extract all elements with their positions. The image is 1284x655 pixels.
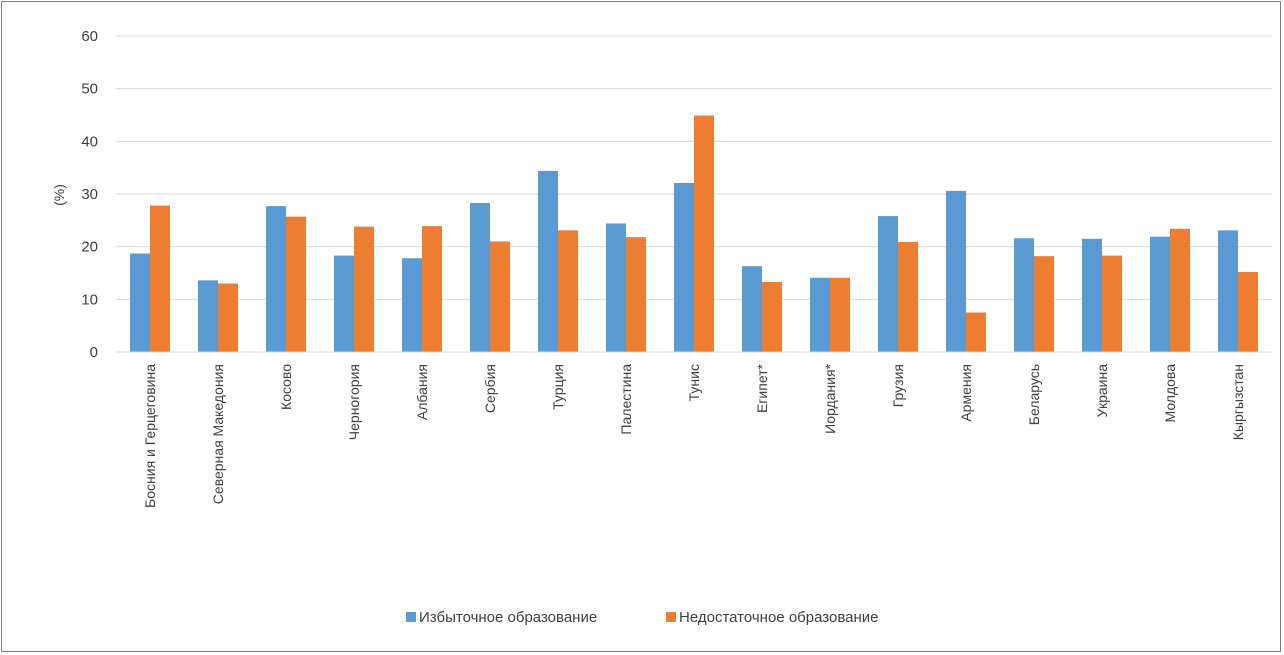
- bar-overeducation: [470, 202, 490, 352]
- x-category-label: Египет*: [754, 363, 770, 413]
- y-tick-label: 10: [81, 291, 98, 308]
- bar-undereducation: [422, 226, 442, 352]
- bar-overeducation: [674, 182, 694, 352]
- bars: [130, 115, 1258, 352]
- legend-swatch: [406, 612, 416, 622]
- bar-overeducation: [266, 206, 286, 352]
- x-category-label: Беларусь: [1026, 364, 1042, 425]
- y-tick-label: 60: [81, 28, 98, 45]
- x-category-label: Албания: [414, 364, 430, 420]
- x-category-label: Украина: [1094, 364, 1110, 418]
- bar-undereducation: [830, 277, 850, 352]
- y-tick-label: 40: [81, 133, 98, 150]
- bar-overeducation: [1014, 238, 1034, 352]
- bar-overeducation: [130, 253, 150, 352]
- gridlines: [116, 35, 1272, 300]
- bar-overeducation: [606, 223, 626, 352]
- bar-overeducation: [946, 190, 966, 352]
- bar-overeducation: [878, 216, 898, 352]
- x-category-label: Турция: [550, 364, 566, 410]
- legend: Избыточное образование Недостаточное обра…: [406, 609, 878, 626]
- legend-swatch: [666, 612, 676, 622]
- bar-undereducation: [354, 226, 374, 352]
- y-axis-label: (%): [51, 184, 67, 206]
- x-category-label: Черногория: [346, 364, 362, 440]
- bar-undereducation: [626, 237, 646, 352]
- x-category-label: Тунис: [686, 364, 702, 401]
- bar-undereducation: [966, 312, 986, 352]
- y-axis-ticks: 0 10 20 30 40 50 60: [81, 28, 98, 361]
- bar-undereducation: [1034, 256, 1054, 352]
- bar-undereducation: [1238, 271, 1258, 352]
- x-category-label: Армения: [958, 364, 974, 422]
- bar-overeducation: [538, 170, 558, 352]
- bar-undereducation: [762, 281, 782, 352]
- bar-overeducation: [198, 280, 218, 352]
- x-category-label: Северная Македония: [210, 364, 226, 504]
- bar-overeducation: [1218, 230, 1238, 352]
- bar-undereducation: [490, 241, 510, 352]
- bar-overeducation: [1082, 238, 1102, 352]
- bar-undereducation: [218, 283, 238, 352]
- bar-overeducation: [810, 277, 830, 352]
- bar-undereducation: [694, 115, 714, 352]
- x-category-label: Косово: [278, 364, 294, 410]
- x-category-label: Молдова: [1162, 364, 1178, 423]
- legend-label: Недостаточное образование: [679, 609, 878, 626]
- x-category-label: Сербия: [482, 364, 498, 413]
- y-tick-label: 50: [81, 81, 98, 98]
- y-tick-label: 0: [90, 344, 98, 361]
- bar-overeducation: [1150, 236, 1170, 352]
- x-category-label: Иордания*: [822, 363, 838, 433]
- legend-label: Избыточное образование: [419, 609, 597, 626]
- x-category-label: Грузия: [890, 364, 906, 407]
- bar-undereducation: [150, 205, 170, 352]
- bar-undereducation: [1170, 228, 1190, 352]
- x-category-label: Палестина: [618, 364, 634, 435]
- category-labels: Босния и Герцеговина Северная Македония Ко…: [142, 363, 1246, 507]
- bar-overeducation: [742, 266, 762, 352]
- y-tick-label: 20: [81, 239, 98, 256]
- x-category-label: Босния и Герцеговина: [142, 364, 158, 508]
- bar-undereducation: [558, 230, 578, 352]
- x-category-label: Кыргызстан: [1230, 364, 1246, 440]
- bar-undereducation: [1102, 255, 1122, 352]
- bar-undereducation: [898, 241, 918, 352]
- bar-overeducation: [334, 255, 354, 352]
- bar-overeducation: [402, 258, 422, 352]
- y-tick-label: 30: [81, 186, 98, 203]
- bar-undereducation: [286, 216, 306, 352]
